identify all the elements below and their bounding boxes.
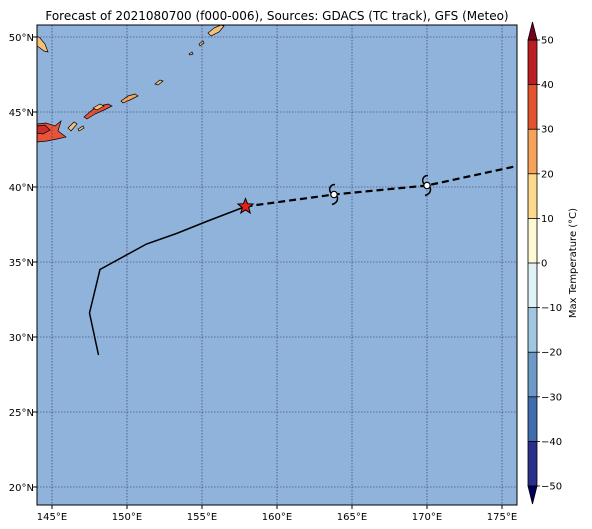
- colorbar-tick-label: −40: [541, 437, 562, 448]
- forecast-track-line: [245, 164, 517, 208]
- colorbar-tick-label: −20: [541, 348, 562, 359]
- colorbar-tick-label: 0: [541, 259, 547, 270]
- colorbar-extend-min: [527, 485, 538, 505]
- lon-tick-label: 165°E: [337, 512, 367, 523]
- star-icon: [236, 197, 255, 215]
- lon-tick-label: 150°E: [112, 512, 142, 523]
- tropical-cyclone-icon: [328, 183, 339, 206]
- storm-track: [88, 164, 517, 356]
- map-title: Forecast of 2021080700 (f000-006), Sourc…: [45, 9, 508, 23]
- colorbar-segment: [528, 129, 537, 174]
- lat-tick-label: 25°N: [9, 408, 34, 419]
- lat-tick-label: 20°N: [9, 483, 34, 494]
- colorbar-extend-max: [527, 21, 538, 41]
- lon-tick-label: 145°E: [37, 512, 67, 523]
- colorbar-segment: [528, 396, 537, 442]
- colorbar-segment: [528, 173, 537, 219]
- land-mass: [67, 121, 78, 132]
- lat-tick-label: 50°N: [9, 33, 34, 44]
- land-mass: [92, 103, 105, 111]
- land-mass: [120, 93, 139, 104]
- lon-tick-label: 170°E: [412, 512, 442, 523]
- colorbar-ticks: 50 40 30 20 10 0 −10 −20 −30 −40 −50: [528, 36, 562, 493]
- map: 145°E 150°E 155°E 160°E 165°E 170°E 175°E 20°N…: [9, 24, 518, 523]
- lat-tick-label: 30°N: [9, 333, 34, 344]
- lat-tick-label: 40°N: [9, 183, 34, 194]
- land-mass: [77, 125, 85, 132]
- land-mass: [207, 25, 225, 37]
- colorbar-segment: [528, 84, 537, 130]
- colorbar-segment: [528, 263, 537, 308]
- colorbar-segment: [528, 40, 537, 85]
- lat-tick-label: 45°N: [9, 108, 34, 119]
- colorbar-tick-label: 10: [541, 214, 554, 225]
- colorbar-tick-label: −10: [541, 303, 562, 314]
- colorbar-segment: [528, 441, 537, 486]
- past-track-line: [88, 205, 246, 356]
- colorbar-segment: [528, 218, 537, 263]
- colorbar-tick-label: 40: [541, 80, 554, 91]
- colorbar-tick-label: −30: [541, 392, 562, 403]
- land-mass: [37, 124, 51, 135]
- land-masses: [37, 25, 225, 143]
- map-grid: [37, 25, 517, 505]
- lat-tick-label: 35°N: [9, 258, 34, 269]
- lon-tick-label: 155°E: [187, 512, 217, 523]
- colorbar-tick-label: −50: [541, 482, 562, 493]
- latitude-axis: 20°N 25°N 30°N 35°N 40°N 45°N 50°N: [9, 33, 37, 494]
- colorbar-tick-label: 20: [541, 169, 554, 180]
- land-mass: [154, 79, 164, 86]
- colorbar-label: Max Temperature (°C): [568, 208, 579, 318]
- colorbar-segment: [528, 307, 537, 353]
- colorbar-tick-label: 50: [541, 36, 554, 47]
- tropical-cyclone-icon: [421, 174, 432, 197]
- land-mass: [198, 40, 205, 47]
- lon-tick-label: 160°E: [262, 512, 292, 523]
- colorbar-tick-label: 30: [541, 125, 554, 136]
- land-mass: [188, 51, 194, 56]
- lon-tick-label: 175°E: [487, 512, 517, 523]
- longitude-axis: 145°E 150°E 155°E 160°E 165°E 170°E 175°E: [37, 505, 517, 523]
- colorbar-segment: [528, 352, 537, 397]
